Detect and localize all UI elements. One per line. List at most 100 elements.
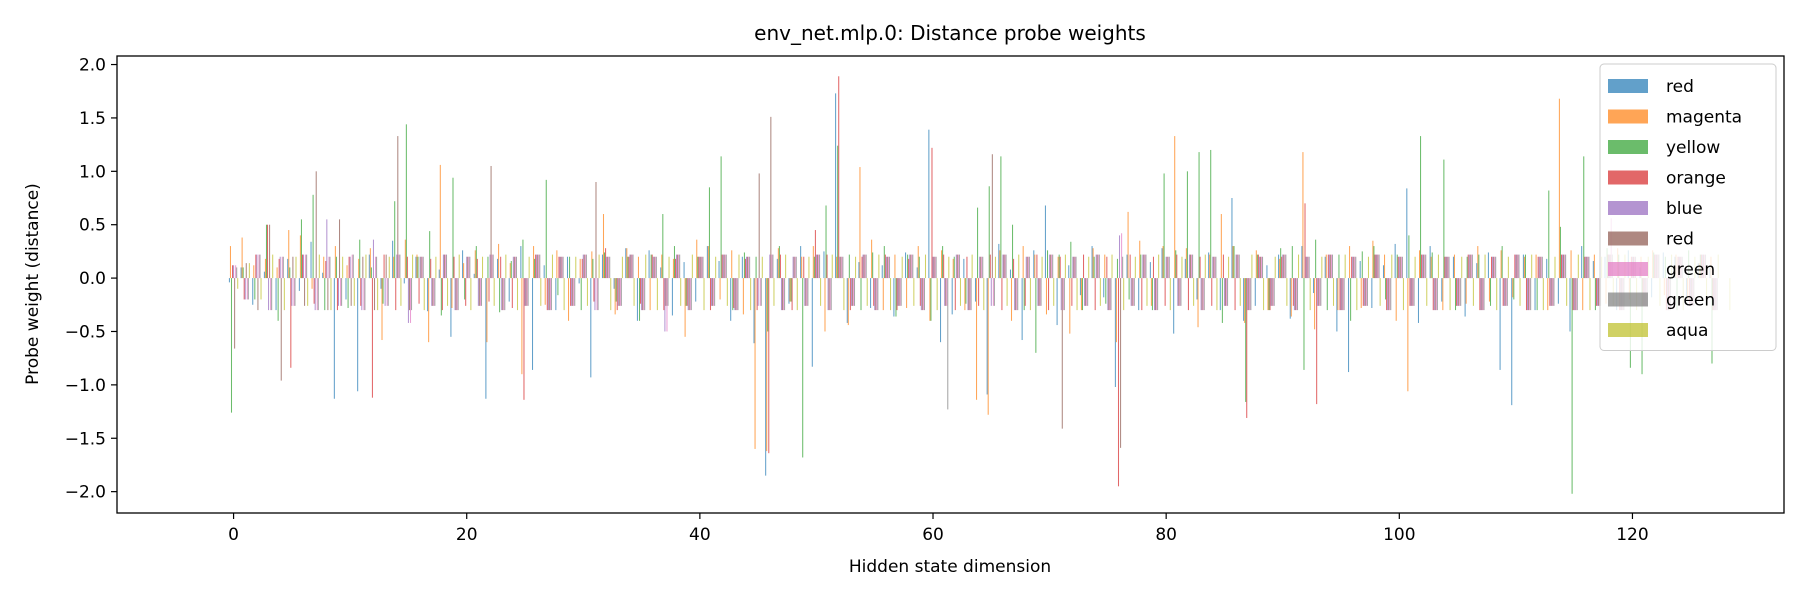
bar [325, 261, 327, 279]
bar [255, 254, 257, 279]
bar [269, 224, 271, 279]
bar [293, 278, 295, 306]
bar [1109, 278, 1111, 311]
bar [934, 256, 936, 279]
bar [1332, 278, 1335, 306]
bar [800, 246, 802, 279]
bar [443, 254, 445, 279]
bar [1278, 254, 1280, 279]
bar [1202, 278, 1204, 311]
bar [1548, 190, 1550, 279]
bar [555, 278, 557, 311]
bar [1106, 256, 1108, 279]
bar [586, 278, 588, 306]
bar [1095, 254, 1097, 279]
bar [346, 265, 348, 279]
bar [816, 254, 818, 279]
bar [575, 256, 577, 279]
bar [1445, 256, 1447, 279]
bar [957, 254, 959, 279]
bar [1239, 278, 1241, 306]
bar [1213, 256, 1215, 279]
bar [1391, 254, 1393, 279]
bar [1018, 254, 1020, 279]
bar [901, 256, 903, 279]
bar [1088, 256, 1090, 279]
bar [1080, 278, 1082, 311]
bar [328, 256, 330, 279]
bar [1161, 248, 1163, 279]
bar [429, 231, 431, 279]
bar [1259, 256, 1261, 279]
bar [1316, 278, 1318, 405]
bar [1407, 278, 1409, 392]
bar [641, 278, 643, 311]
bar [1395, 278, 1397, 321]
bar [527, 278, 529, 306]
bar [1052, 254, 1054, 279]
bar [715, 256, 717, 279]
bar [804, 278, 806, 306]
bar [1128, 278, 1130, 300]
bar [505, 254, 507, 279]
bar [1325, 254, 1327, 279]
bar [1502, 278, 1504, 306]
bar [858, 262, 860, 279]
bar [709, 278, 712, 311]
bar [578, 278, 580, 284]
bar [1429, 246, 1431, 279]
bar [282, 256, 284, 279]
bar [732, 278, 734, 311]
bar [364, 278, 366, 311]
bar [360, 278, 362, 306]
bar [793, 256, 795, 279]
bar [353, 278, 355, 306]
bar [626, 248, 628, 279]
bar [1254, 278, 1256, 306]
bar [1059, 256, 1061, 279]
bar [334, 246, 336, 279]
bar [469, 256, 471, 279]
legend-swatch [1608, 109, 1648, 124]
bar [1576, 278, 1578, 311]
bar [1377, 254, 1379, 279]
bar [1036, 254, 1038, 279]
bar [1571, 278, 1573, 494]
bar [1424, 254, 1426, 279]
bar [421, 256, 423, 279]
bar [1330, 254, 1332, 279]
bar [475, 246, 477, 279]
bar [707, 246, 709, 279]
y-tick-label: −1.0 [65, 376, 106, 396]
bar [1255, 250, 1257, 279]
bar [1246, 278, 1248, 418]
bar [492, 254, 494, 279]
bar [241, 237, 243, 279]
bar [1024, 278, 1026, 306]
bar [1270, 278, 1272, 306]
bar [959, 278, 961, 306]
bar [1384, 254, 1386, 279]
bar [652, 256, 654, 279]
bar [456, 278, 458, 311]
bar [1376, 254, 1378, 279]
bar [725, 254, 727, 279]
bar [1092, 248, 1094, 279]
bar [1266, 265, 1268, 279]
bar [1339, 278, 1341, 311]
bar [1375, 254, 1377, 279]
bar [1525, 278, 1528, 311]
bar [1039, 278, 1041, 306]
bar [1315, 239, 1317, 279]
bar [1534, 278, 1536, 311]
bar [780, 278, 782, 311]
bar [788, 278, 790, 304]
bar [1267, 278, 1269, 311]
bar [1449, 278, 1451, 311]
bar [520, 246, 522, 279]
bar [835, 93, 837, 279]
bar [581, 258, 583, 279]
bar [720, 156, 722, 279]
bar [1447, 256, 1449, 279]
bar [288, 230, 290, 279]
